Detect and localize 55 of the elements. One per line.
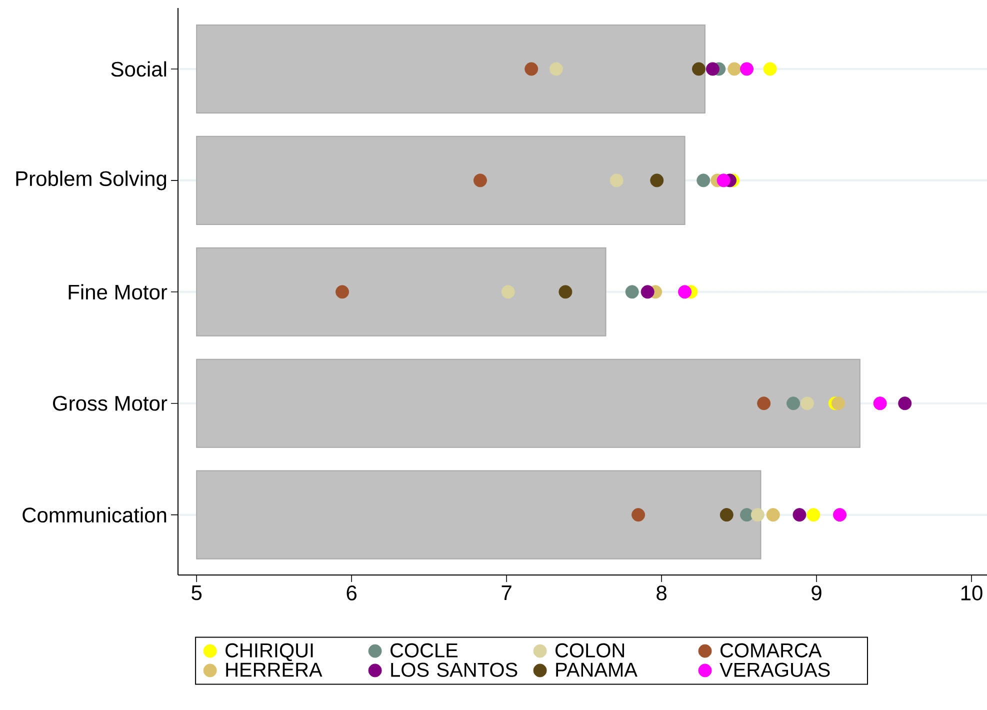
point — [692, 62, 706, 76]
point — [831, 396, 845, 410]
y-tick-label: Communication — [22, 507, 166, 523]
point — [524, 62, 538, 76]
point — [706, 62, 720, 76]
point — [766, 508, 780, 522]
x-tick-label: 9 — [812, 586, 822, 600]
point — [806, 508, 820, 522]
legend-label: LOS SANTOS — [391, 662, 518, 677]
point — [549, 62, 563, 76]
point — [610, 174, 624, 188]
bar — [196, 247, 606, 336]
point — [720, 508, 734, 522]
x-tick-label: 8 — [656, 586, 666, 600]
point — [716, 174, 730, 188]
point — [625, 285, 639, 299]
point — [728, 62, 742, 76]
point — [650, 174, 664, 188]
point — [473, 174, 487, 188]
point — [833, 508, 847, 522]
point — [696, 174, 710, 188]
point — [501, 285, 515, 299]
x-tick-label: 10 — [961, 586, 982, 600]
bar — [196, 24, 706, 114]
x-tick-label: 7 — [502, 586, 512, 600]
y-tick-label: Gross Motor — [53, 396, 168, 411]
y-tick-label: Social — [111, 61, 166, 77]
point — [792, 508, 806, 522]
point — [898, 396, 912, 410]
bar — [196, 470, 762, 560]
point — [558, 285, 572, 299]
legend-label: VERAGUAS — [720, 662, 830, 677]
point — [757, 396, 771, 410]
legend-label: COMARCA — [720, 643, 822, 658]
y-tick-label: Fine Motor — [68, 284, 168, 300]
legend-label: COLON — [556, 643, 624, 658]
legend-label: HERRERA — [226, 662, 322, 677]
point — [800, 396, 814, 410]
point — [678, 285, 692, 299]
bar — [196, 136, 686, 225]
legend-label: CHIRIQUI — [226, 643, 313, 662]
x-tick-label: 6 — [346, 586, 356, 600]
point — [632, 508, 646, 522]
legend-label: PANAMA — [556, 662, 638, 677]
y-tick-label: Problem Solving — [16, 170, 166, 190]
legend-label: COCLE — [390, 643, 458, 658]
point — [750, 508, 764, 522]
point — [786, 396, 800, 410]
point — [873, 396, 887, 410]
point — [640, 285, 654, 299]
point — [336, 285, 350, 299]
x-tick-label: 5 — [192, 586, 202, 600]
bar — [196, 358, 860, 448]
point — [740, 62, 754, 76]
point — [763, 62, 777, 76]
